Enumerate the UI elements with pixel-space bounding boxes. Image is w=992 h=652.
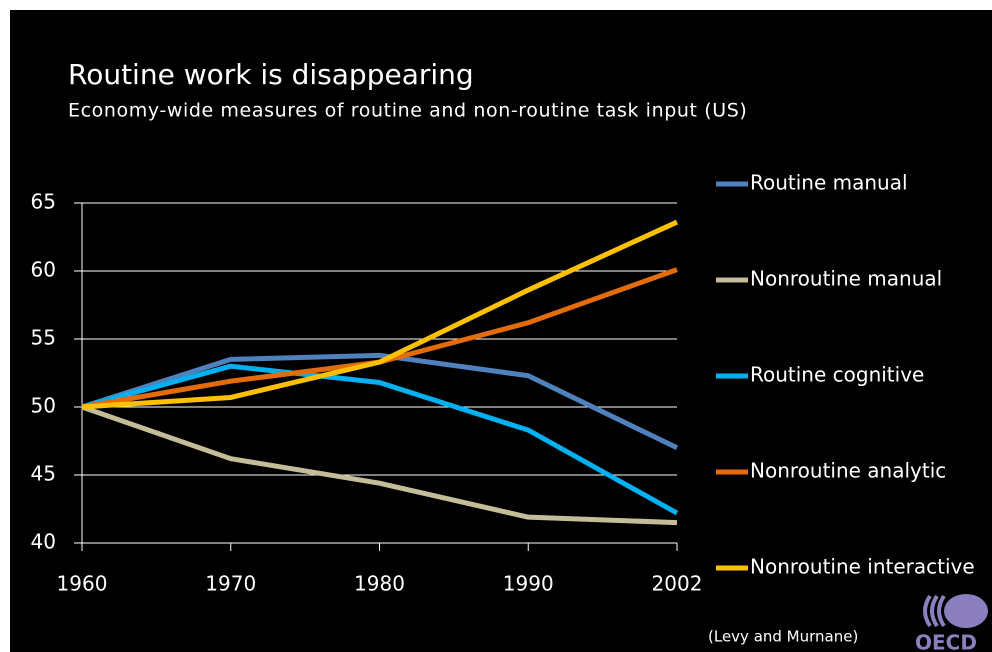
- x-tick-label: 2002: [652, 572, 703, 596]
- legend-label: Nonroutine analytic: [750, 459, 946, 483]
- y-tick-label: 55: [31, 326, 56, 350]
- logo: OECD: [915, 594, 988, 652]
- logo-disc: [944, 594, 988, 628]
- series-line: [81, 352, 679, 451]
- source-note: (Levy and Murnane): [708, 628, 858, 646]
- y-tick-label: 45: [31, 462, 56, 486]
- y-tick-label: 40: [31, 530, 56, 554]
- y-tick-label: 60: [31, 258, 56, 282]
- x-tick-label: 1980: [354, 572, 405, 596]
- legend-label: Nonroutine interactive: [750, 555, 975, 579]
- series-line: [81, 404, 678, 526]
- legend-label: Routine manual: [750, 171, 908, 195]
- x-tick-label: 1990: [503, 572, 554, 596]
- logo-text: OECD: [915, 631, 977, 652]
- chart-title: Routine work is disappearing: [68, 58, 474, 91]
- chart-subtitle: Economy-wide measures of routine and non…: [68, 100, 747, 122]
- x-tick-label: 1970: [205, 572, 256, 596]
- series-line: [81, 219, 679, 410]
- logo-arcs: [923, 594, 946, 628]
- legend-label: Routine cognitive: [750, 363, 924, 387]
- x-tick-label: 1960: [57, 572, 108, 596]
- series-line: [81, 363, 679, 516]
- legend-label: Nonroutine manual: [750, 267, 942, 291]
- y-tick-label: 65: [31, 190, 56, 214]
- y-tick-label: 50: [31, 394, 56, 418]
